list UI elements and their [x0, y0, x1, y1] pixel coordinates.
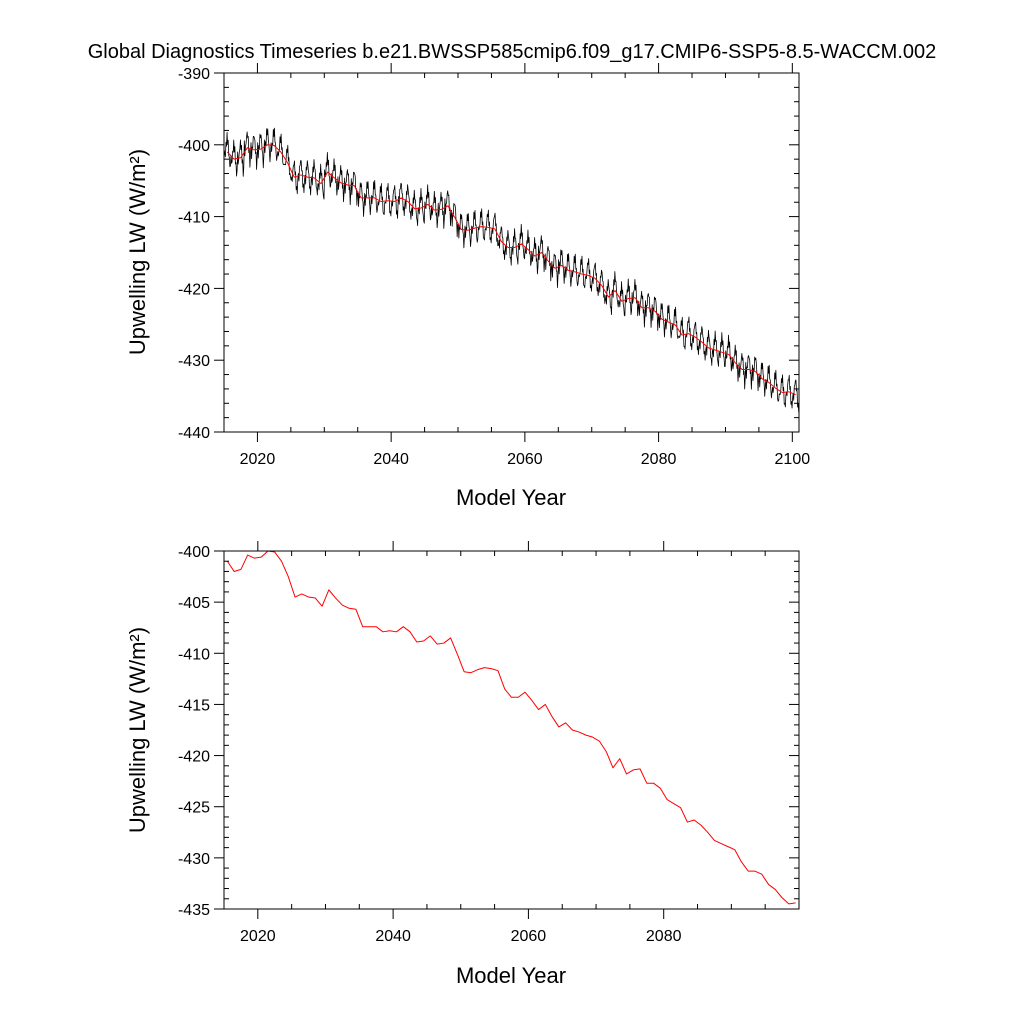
bottom-y-tick-label: -420: [178, 749, 210, 766]
top-y-axis-label: Upwelling LW (W/m²): [125, 149, 150, 355]
bottom-y-tick-label: -415: [178, 697, 210, 714]
top-x-axis-label: Model Year: [456, 485, 566, 510]
bottom-x-tick-label: 2020: [240, 928, 276, 945]
bottom-y-tick-label: -400: [178, 544, 210, 561]
figure-title: Global Diagnostics Timeseries b.e21.BWSS…: [88, 41, 937, 63]
top-y-tick-label: -410: [178, 210, 210, 227]
top-series: [223, 127, 800, 413]
top-y-tick-label: -400: [178, 138, 210, 155]
top-x-tick-label: 2080: [641, 451, 677, 468]
bottom-y-axis-label: Upwelling LW (W/m²): [125, 627, 150, 833]
top-monthly-series-line: [223, 127, 800, 413]
top-y-tick-label: -420: [178, 281, 210, 298]
top-y-tick-label: -440: [178, 425, 210, 442]
top-x-tick-label: 2040: [373, 451, 409, 468]
top-plot-frame: [223, 72, 800, 433]
top-panel: -390 -400 -410 -420 -430 -440 2020 2040 2060 2080…: [125, 63, 810, 510]
bottom-series: [226, 550, 796, 905]
bottom-annual-series-line: [226, 550, 796, 905]
bottom-x-axis-label: Model Year: [456, 963, 566, 988]
bottom-y-tick-label: -435: [178, 902, 210, 919]
top-y-tick-label: -430: [178, 353, 210, 370]
top-y-tick-label: -390: [178, 66, 210, 83]
bottom-panel: -400 -405 -410 -415 -420 -425 -430 -435 2020 2040…: [125, 541, 800, 988]
bottom-y-tick-label: -405: [178, 595, 210, 612]
bottom-y-tick-label: -410: [178, 646, 210, 663]
bottom-x-tick-label: 2080: [646, 928, 682, 945]
bottom-x-tick-label: 2040: [375, 928, 411, 945]
top-x-tick-label: 2020: [240, 451, 276, 468]
top-x-tick-label: 2100: [775, 451, 811, 468]
bottom-plot-frame: [223, 550, 800, 910]
top-axes: -390 -400 -410 -420 -430 -440 2020 2040 2060 2080…: [178, 63, 810, 468]
bottom-axes: -400 -405 -410 -415 -420 -425 -430 -435 2020 2040…: [178, 541, 800, 945]
bottom-x-tick-label: 2060: [511, 928, 547, 945]
bottom-y-tick-label: -430: [178, 851, 210, 868]
top-annual-series-line: [226, 144, 796, 396]
top-x-tick-label: 2060: [507, 451, 543, 468]
bottom-y-tick-label: -425: [178, 800, 210, 817]
